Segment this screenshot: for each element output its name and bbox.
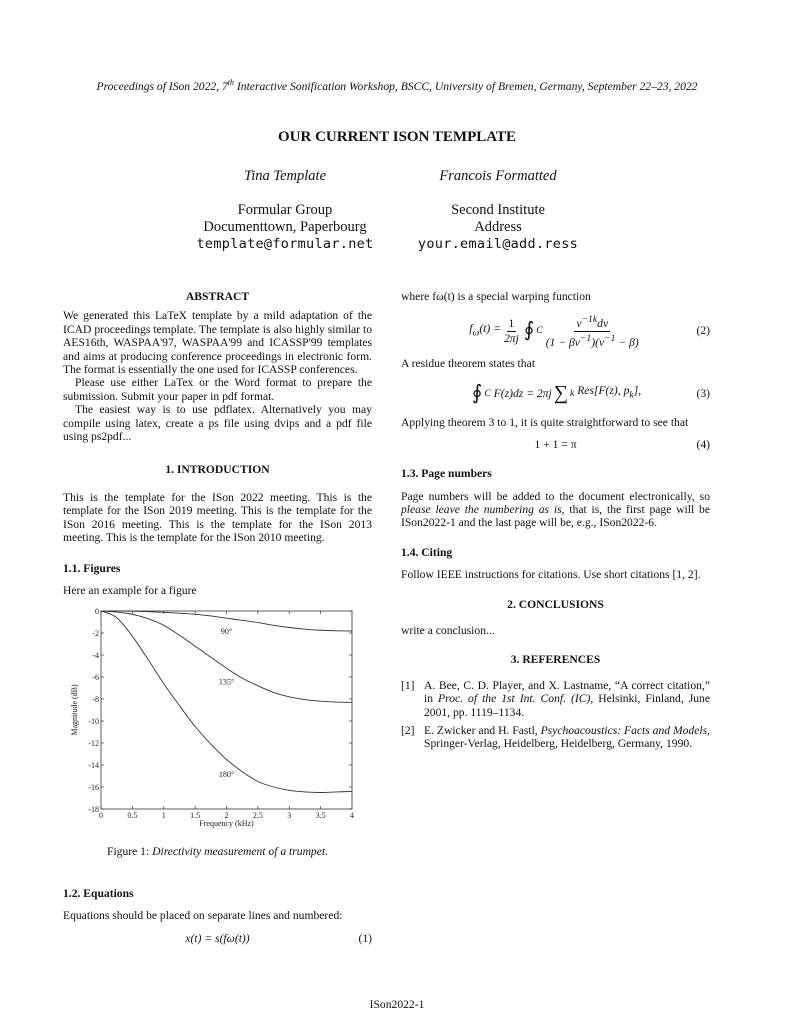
running-header: Proceedings of ISon 2022, 7th Interactiv… [96, 78, 698, 93]
author-block-2: Francois Formatted Second Institute Addr… [398, 168, 598, 253]
equation-3: ∮ C F(z)dz = 2πj ∑ k Res[F(z), pk], (3) [471, 381, 710, 404]
intro-paragraph: This is the template for the ISon 2022 m… [63, 490, 372, 545]
y-tick-label: -2 [92, 629, 99, 638]
warping-text: where fω(t) is a special warping functio… [401, 290, 591, 303]
author-affiliation: Formular Group [237, 202, 333, 218]
author-block-1: Tina Template Formular Group Documenttow… [170, 168, 400, 253]
abstract-paragraph: Please use either LaTex or the Word form… [63, 376, 372, 403]
citing-text: Follow IEEE instructions for citations. … [401, 568, 701, 582]
figure-intro-text: Here an example for a figure [63, 583, 197, 597]
series-line [100, 610, 353, 793]
left-column: ABSTRACT We generated this LaTeX templat… [63, 290, 372, 597]
applying-text: Applying theorem 3 to 1, it is quite str… [401, 416, 689, 430]
x-tick-label: 0.5 [127, 811, 137, 820]
y-tick-label: -14 [88, 761, 99, 770]
directivity-chart: 0 0.5 1 1.5 2 2.5 3 3.5 4 0 -2 -4 -6 -8 -10 -12 -14 -16 -1… [70, 607, 354, 828]
series-label: 180° [219, 770, 234, 779]
y-tick-label: -18 [88, 805, 99, 814]
subsection-heading: 1.1. Figures [63, 561, 121, 575]
section-heading: 3. REFERENCES [510, 653, 601, 667]
subsection-heading: 1.2. Equations [63, 887, 134, 900]
right-column: where fω(t) is a special warping functio… [401, 290, 710, 756]
page-footer: ISon2022-1 [369, 998, 425, 1011]
author-email: your.email@add.ress [417, 236, 579, 252]
author-address: Documenttown, Paperbourg [203, 219, 367, 235]
author-name: Tina Template [243, 168, 327, 184]
subsection-heading: 1.4. Citing [401, 545, 453, 559]
section-heading: 1. INTRODUCTION [165, 463, 270, 477]
x-tick-label: 3.5 [316, 811, 326, 820]
y-tick-label: -4 [92, 651, 99, 660]
author-email: template@formular.net [196, 236, 374, 252]
equations-text: Equations should be placed on separate l… [63, 909, 343, 923]
x-tick-label: 2.5 [253, 811, 263, 820]
figure-caption: Figure 1: Directivity measurement of a t… [107, 845, 328, 858]
y-axis-label: Magnitude (dB) [70, 684, 79, 736]
author-address: Address [474, 219, 522, 235]
conclusions-text: write a conclusion... [401, 624, 495, 637]
y-tick-label: -12 [88, 739, 99, 748]
abstract-paragraph: The easiest way is to use pdflatex. Alte… [63, 403, 372, 444]
y-tick-label: -8 [92, 695, 99, 704]
residue-text: A residue theorem states that [401, 356, 535, 370]
author-affiliation: Second Institute [451, 202, 545, 218]
reference-item: [2] E. Zwicker and H. Fastl, Psychoacoust… [401, 724, 710, 751]
paper-title: OUR CURRENT ISON TEMPLATE [278, 129, 516, 145]
section-heading: 2. CONCLUSIONS [507, 597, 604, 611]
y-tick-label: 0 [95, 607, 99, 616]
author-name: Francois Formatted [439, 168, 557, 184]
x-tick-label: 0 [99, 811, 103, 820]
series-label: 135° [219, 677, 234, 686]
x-tick-label: 4 [350, 811, 354, 820]
abstract-heading: ABSTRACT [185, 290, 250, 303]
abstract-paragraph: We generated this LaTeX template by a mi… [63, 309, 372, 377]
equations-section: 1.2. Equations Equations should be place… [63, 887, 372, 945]
equation-2: fω(t) = 1 2πj ∮ C ν−1kdν (1 − βν−1)(ν−1 − β… [469, 314, 710, 349]
x-tick-label: 2 [225, 811, 229, 820]
y-tick-label: -16 [88, 783, 99, 792]
page-numbers-text: Page numbers will be added to the docume… [401, 489, 710, 530]
y-tick-label: -10 [88, 717, 99, 726]
equation-4: 1 + 1 = π (4) [534, 437, 710, 451]
reference-item: [1] A. Bee, C. D. Player, and X. Lastname… [401, 678, 711, 719]
series-line [100, 610, 353, 703]
x-tick-label: 3 [287, 811, 291, 820]
equation-1: x(t) = s(fω(t)) (1) [185, 931, 372, 945]
plot-frame [100, 610, 353, 810]
x-axis-label: Frequency (kHz) [199, 819, 254, 828]
x-tick-label: 1.5 [190, 811, 200, 820]
x-tick-label: 1 [162, 811, 166, 820]
series-label: 90° [221, 627, 232, 636]
subsection-heading: 1.3. Page numbers [401, 467, 492, 481]
series-line [100, 610, 353, 632]
y-tick-label: -6 [92, 673, 99, 682]
